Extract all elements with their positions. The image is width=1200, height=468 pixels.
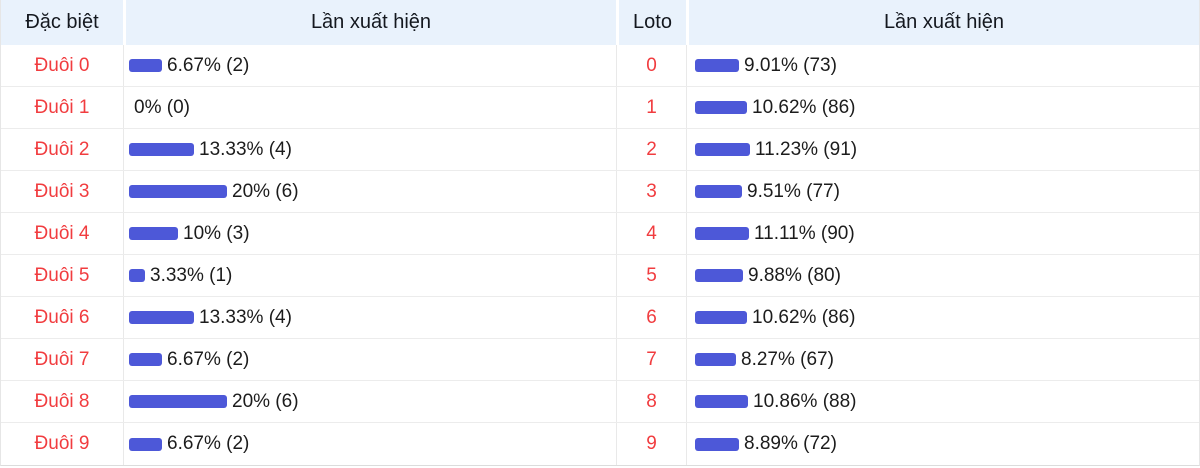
loto-frequency-bar [695, 353, 736, 366]
special-frequency-value: 20% (6) [232, 390, 299, 412]
header-dac-biet: Đặc biệt [1, 0, 123, 45]
loto-frequency-value: 10.62% (86) [752, 96, 856, 118]
loto-frequency-bar [695, 395, 748, 408]
special-tail-label: Đuôi 6 [34, 306, 90, 328]
special-frequency-bar [129, 59, 162, 72]
loto-frequency-bar [695, 101, 747, 114]
special-tail-label: Đuôi 5 [34, 264, 90, 286]
loto-digit-label: 9 [646, 433, 657, 454]
special-frequency-value: 10% (3) [183, 222, 250, 244]
special-frequency-value: 13.33% (4) [199, 306, 292, 328]
special-tail-label: Đuôi 7 [34, 348, 90, 370]
loto-frequency-bar [695, 185, 742, 198]
table-header: Đặc biệt Lần xuất hiện Loto Lần xuất hiệ… [1, 0, 1199, 45]
loto-frequency-bar [695, 59, 739, 72]
loto-digit-label: 2 [646, 138, 657, 160]
loto-frequency-value: 9.51% (77) [747, 180, 840, 202]
table-body: Đuôi 0 6.67% (2) 0 9.01% (73) Đuôi 1 0% … [1, 45, 1199, 465]
table-row: Đuôi 3 20% (6) 3 9.51% (77) [1, 171, 1199, 213]
table-row: Đuôi 1 0% (0) 1 10.62% (86) [1, 87, 1199, 129]
loto-digit-label: 3 [646, 180, 657, 202]
special-tail-label: Đuôi 0 [34, 54, 90, 76]
special-frequency-value: 3.33% (1) [150, 264, 233, 286]
loto-frequency-value: 8.89% (72) [744, 433, 837, 454]
loto-frequency-value: 9.88% (80) [748, 264, 841, 286]
loto-frequency-bar [695, 227, 749, 240]
table-row: Đuôi 9 6.67% (2) 9 8.89% (72) [1, 423, 1199, 465]
loto-digit-label: 1 [646, 96, 657, 118]
loto-digit-label: 7 [646, 348, 657, 370]
special-frequency-bar [129, 311, 194, 324]
special-frequency-value: 13.33% (4) [199, 138, 292, 160]
table-row: Đuôi 8 20% (6) 8 10.86% (88) [1, 381, 1199, 423]
special-frequency-bar [129, 269, 145, 282]
table-row: Đuôi 2 13.33% (4) 2 11.23% (91) [1, 129, 1199, 171]
loto-digit-label: 6 [646, 306, 657, 328]
loto-frequency-bar [695, 269, 743, 282]
special-frequency-value: 0% (0) [134, 96, 190, 118]
special-tail-label: Đuôi 8 [34, 390, 90, 412]
header-lan-xuat-hien-left: Lần xuất hiện [123, 0, 616, 45]
special-frequency-bar [129, 353, 162, 366]
table-row: Đuôi 6 13.33% (4) 6 10.62% (86) [1, 297, 1199, 339]
loto-frequency-bar [695, 143, 750, 156]
special-tail-label: Đuôi 1 [34, 96, 90, 118]
special-tail-label: Đuôi 4 [34, 222, 90, 244]
special-tail-label: Đuôi 2 [34, 138, 90, 160]
special-tail-label: Đuôi 9 [34, 433, 90, 454]
loto-frequency-value: 10.62% (86) [752, 306, 856, 328]
loto-frequency-value: 9.01% (73) [744, 54, 837, 76]
table-row: Đuôi 5 3.33% (1) 5 9.88% (80) [1, 255, 1199, 297]
loto-frequency-bar [695, 311, 747, 324]
header-loto: Loto [616, 0, 686, 45]
loto-digit-label: 8 [646, 390, 657, 412]
special-frequency-value: 6.67% (2) [167, 348, 250, 370]
special-frequency-value: 6.67% (2) [167, 433, 250, 454]
special-frequency-bar [129, 395, 227, 408]
table-row: Đuôi 4 10% (3) 4 11.11% (90) [1, 213, 1199, 255]
loto-frequency-value: 11.11% (90) [754, 222, 855, 244]
loto-digit-label: 4 [646, 222, 657, 244]
special-tail-label: Đuôi 3 [34, 180, 90, 202]
table-row: Đuôi 7 6.67% (2) 7 8.27% (67) [1, 339, 1199, 381]
loto-digit-label: 5 [646, 264, 657, 286]
special-frequency-bar [129, 185, 227, 198]
special-frequency-bar [129, 437, 162, 451]
loto-frequency-value: 10.86% (88) [753, 390, 857, 412]
special-frequency-bar [129, 143, 194, 156]
loto-frequency-value: 11.23% (91) [755, 138, 858, 160]
loto-frequency-value: 8.27% (67) [741, 348, 834, 370]
special-frequency-value: 6.67% (2) [167, 54, 250, 76]
special-frequency-bar [129, 227, 178, 240]
header-lan-xuat-hien-right: Lần xuất hiện [686, 0, 1199, 45]
special-frequency-value: 20% (6) [232, 180, 299, 202]
loto-digit-label: 0 [646, 54, 657, 76]
table-row: Đuôi 0 6.67% (2) 0 9.01% (73) [1, 45, 1199, 87]
loto-frequency-bar [695, 437, 739, 451]
